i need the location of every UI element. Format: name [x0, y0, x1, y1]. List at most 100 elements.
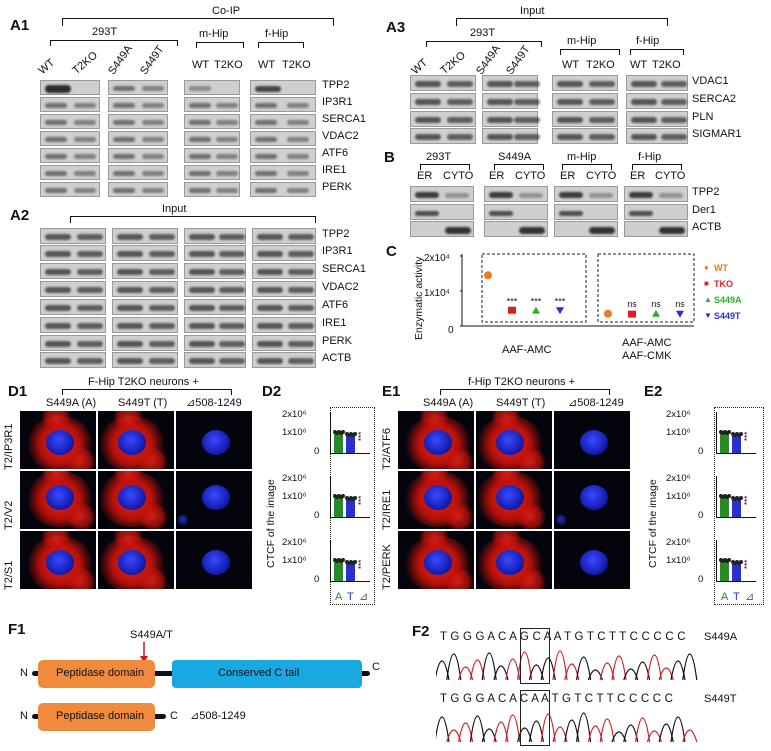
blot-band — [149, 358, 175, 364]
a1-lane-4: S449T — [138, 43, 167, 77]
blot-band — [149, 341, 175, 347]
blot-band — [257, 251, 283, 257]
mini-ytick-top: 2x10⁶ — [282, 473, 307, 484]
nucleus-stain — [580, 485, 608, 510]
panel-label-b: B — [384, 149, 395, 166]
blot-band — [557, 99, 583, 105]
a2-blot-strip — [40, 228, 106, 244]
blot-band — [447, 99, 473, 105]
blot-band — [77, 305, 103, 311]
b-blot-strip — [410, 186, 474, 202]
a1-blot-strip — [108, 80, 168, 95]
b-blot-strip — [624, 186, 688, 202]
chromatogram-peak — [469, 715, 485, 743]
blot-band — [557, 117, 583, 123]
b-bracket — [562, 164, 612, 170]
blot-band — [219, 269, 245, 275]
a3-blot-strip — [410, 75, 476, 91]
f1-c-terminus: C — [372, 661, 380, 673]
chromatogram-peak — [599, 718, 615, 743]
blot-band — [659, 226, 685, 234]
a1-blot-strip — [108, 182, 168, 197]
blot-band — [255, 103, 277, 108]
chromatogram-peak — [635, 717, 651, 743]
chromatogram-peak — [682, 729, 698, 743]
nucleus-stain — [46, 550, 74, 575]
blot-band — [415, 99, 441, 105]
a3-top-bracket — [456, 18, 668, 26]
a2-blot-strip — [252, 228, 316, 244]
e2-frame — [714, 407, 764, 605]
b-bracket — [420, 164, 470, 170]
a1-mhip-bracket — [196, 42, 244, 48]
blot-band — [77, 287, 103, 293]
chromatogram-peak — [517, 651, 533, 681]
a1-blot-strip — [108, 131, 168, 146]
b-blot-strip — [410, 221, 474, 237]
mini-data-dot — [353, 560, 357, 564]
red-stain — [420, 471, 448, 487]
mini-bar-a — [720, 497, 729, 517]
blot-band — [519, 226, 545, 234]
f1-peptidase-domain — [38, 660, 155, 688]
panel-label-c: C — [386, 243, 397, 260]
mini-significance: *** — [357, 431, 366, 441]
blot-band — [661, 81, 687, 87]
micrograph-cell — [398, 411, 474, 469]
blot-band — [142, 120, 164, 125]
blot-band — [557, 81, 583, 87]
e1-row-2: T2/IRE1 — [381, 489, 393, 530]
a1-lane-7: WT — [258, 59, 276, 71]
scale-bar — [235, 592, 255, 595]
a2-blot-strip — [184, 335, 246, 351]
blot-band — [45, 287, 71, 293]
b-lane-er: ER — [630, 170, 646, 182]
a1-blot-strip — [250, 165, 316, 180]
red-stain — [444, 503, 474, 529]
b-protein-label: TPP2 — [692, 186, 720, 198]
b-blot-strip — [554, 221, 618, 237]
f2-highlight-box-2 — [520, 690, 550, 746]
blot-band — [631, 117, 657, 123]
blot-band — [74, 137, 96, 142]
d1-row-1: T2/IP3R1 — [3, 423, 15, 470]
a3-blot-strip — [552, 93, 618, 109]
a1-blot-strip — [108, 114, 168, 129]
mini-xcat: A — [721, 591, 729, 603]
mini-ytick-zero: 0 — [314, 510, 320, 521]
blot-band — [487, 81, 513, 87]
blot-band — [661, 117, 687, 123]
micrograph-cell — [476, 531, 552, 589]
c-ytick-zero: 0 — [448, 325, 454, 336]
blot-band — [149, 269, 175, 275]
mini-y-axis — [716, 412, 717, 454]
blot-band — [77, 251, 103, 257]
mini-ytick-top: 2x10⁶ — [666, 473, 691, 484]
blot-band — [287, 154, 309, 159]
blot-band — [45, 323, 71, 329]
b-lane-cyto: CYTO — [515, 170, 546, 182]
mini-x-axis — [716, 517, 756, 518]
red-stain — [42, 531, 70, 552]
blot-band — [189, 305, 215, 311]
blot-band — [255, 137, 277, 142]
a1-blot-strip — [184, 97, 240, 112]
nucleus-stain — [118, 430, 146, 455]
a1-group-fhip: f-Hip — [265, 28, 289, 40]
panel-label-a2: A2 — [10, 207, 30, 224]
b-blot-strip — [484, 221, 548, 237]
b-blot-strip — [554, 204, 618, 220]
micrograph-cell — [476, 411, 552, 469]
a2-blot-strip — [252, 281, 316, 297]
blot-band — [559, 192, 583, 198]
blot-band — [117, 234, 143, 240]
mini-significance: *** — [357, 495, 366, 505]
a2-blot-strip — [184, 245, 246, 261]
blot-band — [287, 171, 309, 176]
blot-band — [489, 192, 513, 198]
nucleus-stain — [580, 550, 608, 575]
blot-band — [415, 81, 441, 87]
red-stain — [138, 568, 168, 589]
a2-protein-label: ATF6 — [322, 299, 349, 311]
red-stain — [42, 471, 70, 487]
